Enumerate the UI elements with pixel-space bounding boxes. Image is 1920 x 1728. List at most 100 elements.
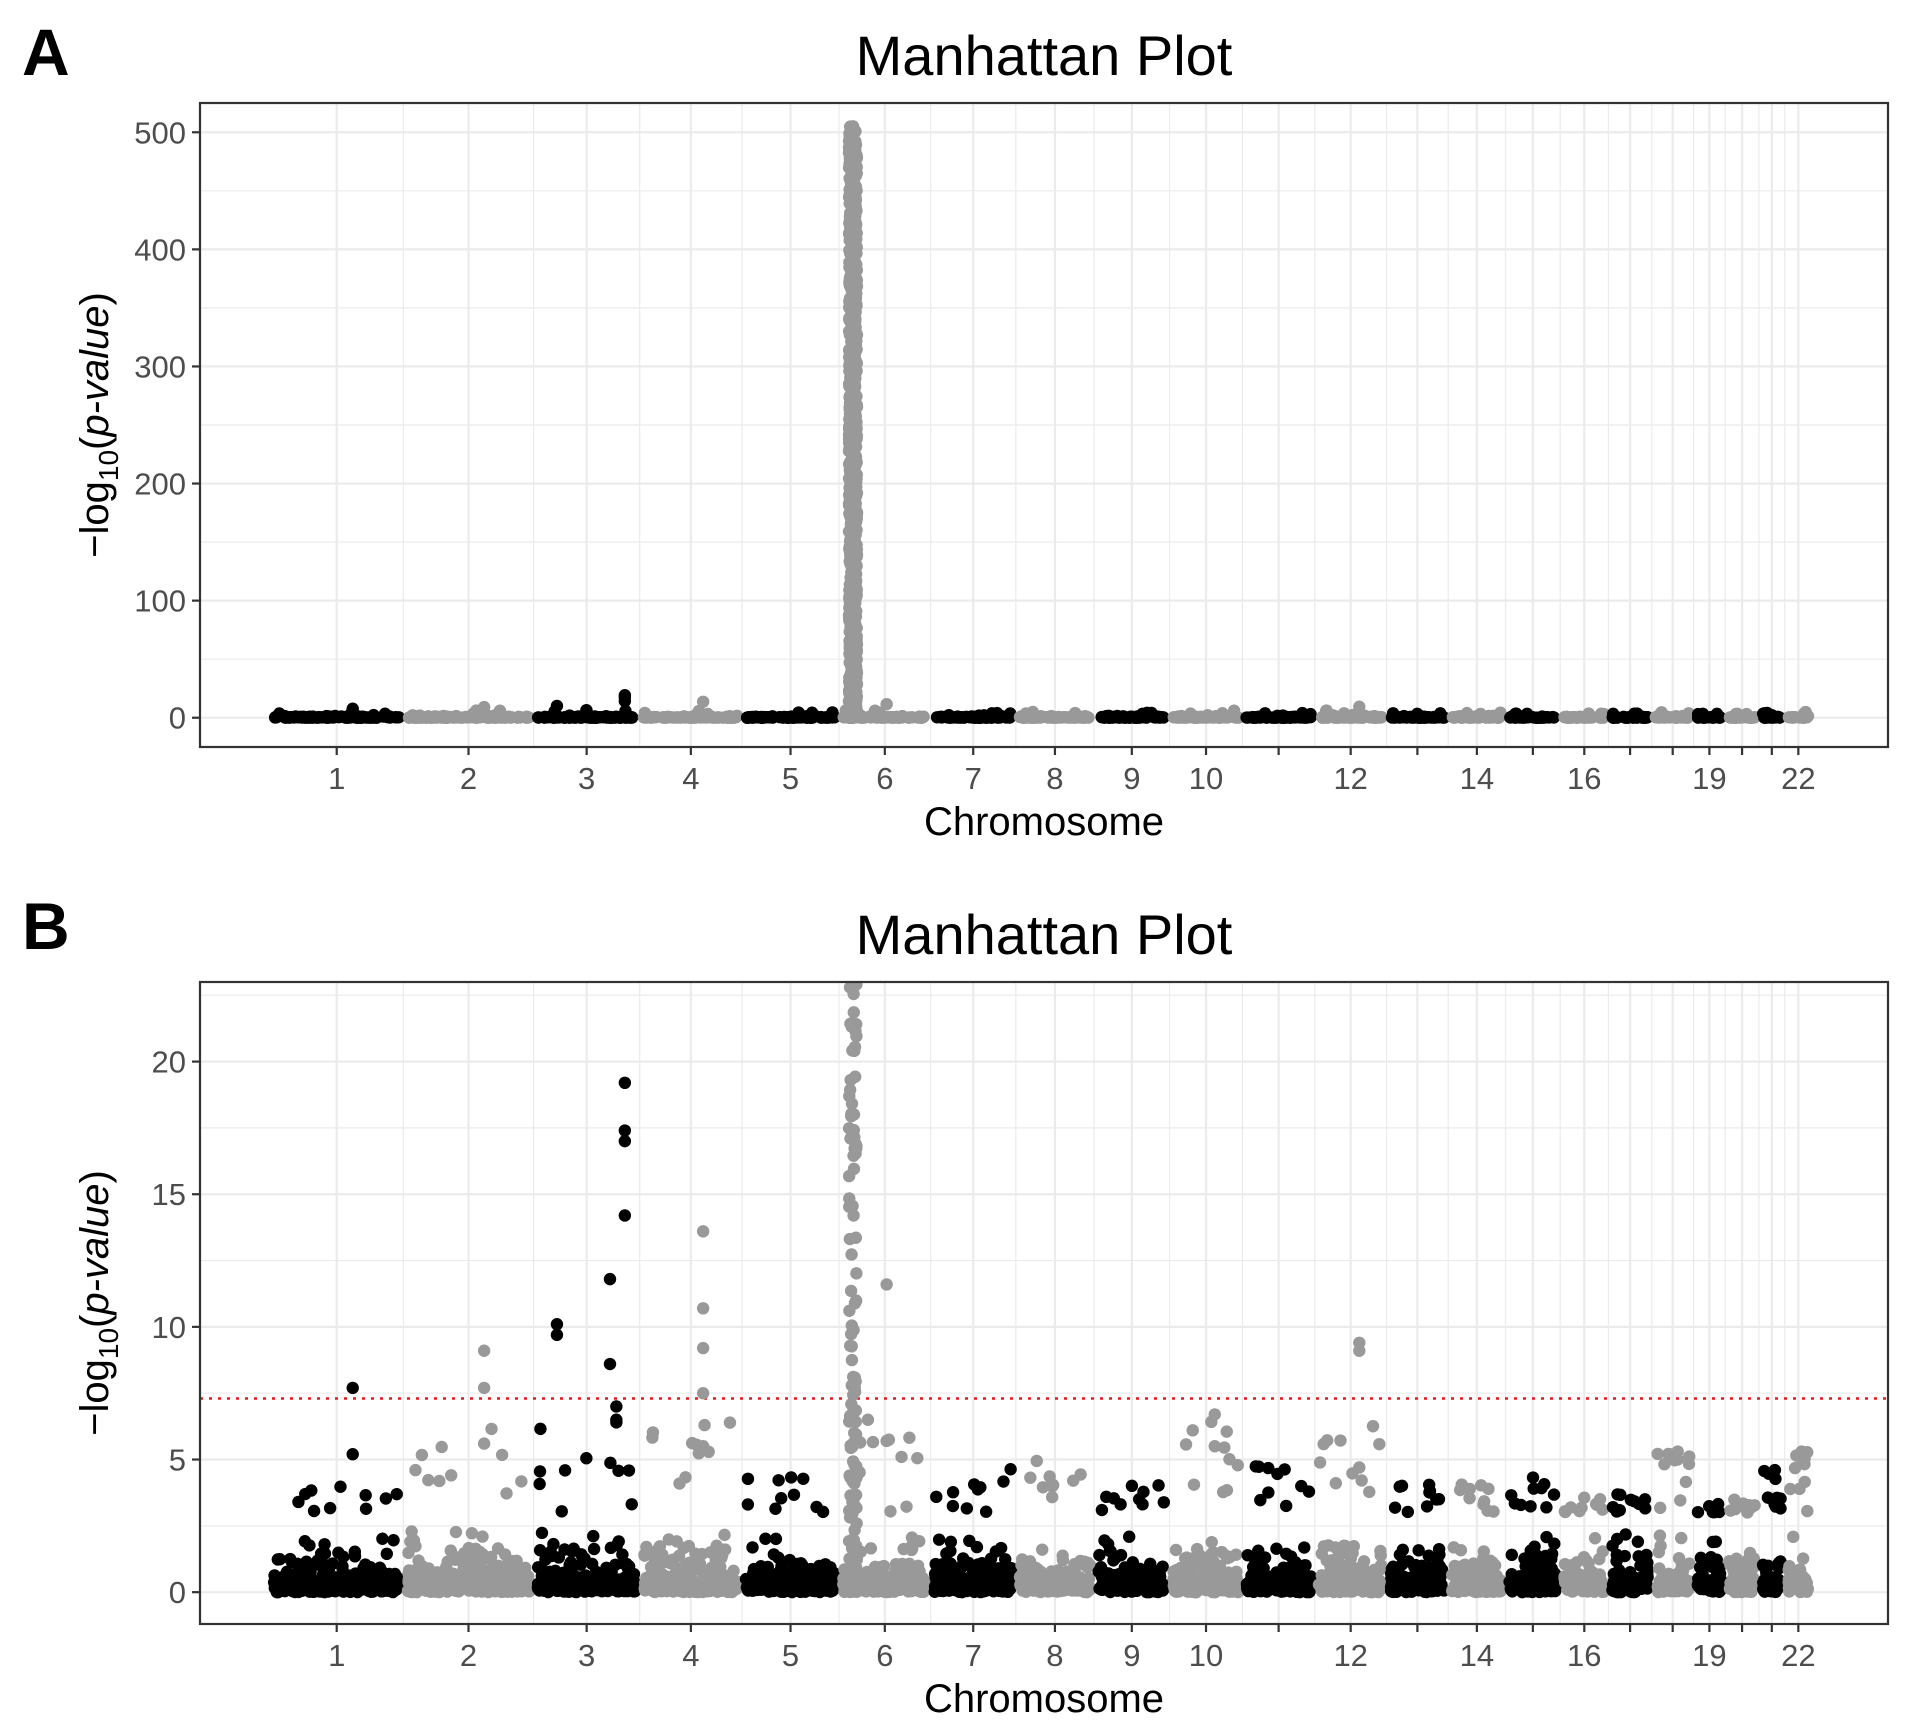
- point: [628, 1585, 641, 1598]
- point: [849, 0, 861, 1]
- point: [864, 1542, 878, 1555]
- chromosome-10-points: [1167, 704, 1245, 724]
- point: [318, 1585, 331, 1599]
- point: [1740, 707, 1753, 721]
- point: [930, 1490, 943, 1504]
- point: [515, 1475, 528, 1488]
- y-axis-title: −log10(p-value): [73, 292, 124, 558]
- point: [444, 1469, 458, 1482]
- point: [997, 1475, 1010, 1488]
- point: [944, 1535, 958, 1549]
- point: [1582, 707, 1595, 720]
- point: [612, 1535, 625, 1548]
- point: [723, 1416, 737, 1429]
- point: [845, 173, 858, 186]
- point: [500, 1487, 513, 1500]
- point: [719, 1581, 733, 1594]
- point: [1117, 710, 1130, 724]
- point: [707, 1573, 720, 1587]
- chromosome-9-points: [1095, 706, 1170, 724]
- point: [847, 1388, 860, 1401]
- point: [462, 1541, 476, 1555]
- point: [402, 1564, 416, 1577]
- point: [1320, 704, 1333, 717]
- point: [598, 1573, 611, 1586]
- y-tick-label: 200: [134, 467, 186, 502]
- point: [537, 1577, 551, 1591]
- point: [622, 1464, 636, 1477]
- point: [850, 982, 863, 991]
- x-tick-label: 22: [1781, 761, 1815, 796]
- point: [850, 232, 863, 246]
- point: [993, 1571, 1007, 1584]
- point: [974, 710, 987, 724]
- significant-point: [696, 695, 710, 709]
- point: [679, 1471, 692, 1484]
- point: [1136, 707, 1149, 721]
- point: [850, 1460, 863, 1473]
- chart-title: Manhattan Plot: [856, 24, 1233, 87]
- point: [869, 1581, 882, 1595]
- point: [844, 768, 856, 780]
- point: [534, 1422, 547, 1436]
- point: [842, 1169, 856, 1183]
- point: [845, 1107, 858, 1121]
- point: [387, 1534, 400, 1547]
- chromosome-19-points: [1691, 707, 1727, 724]
- point: [912, 711, 925, 724]
- point: [476, 1530, 489, 1543]
- point: [1710, 707, 1724, 721]
- significant-point: [880, 697, 893, 711]
- point: [750, 1580, 763, 1594]
- point: [665, 711, 678, 724]
- chromosome-14-points: [1446, 706, 1507, 724]
- point: [844, 1284, 858, 1298]
- point: [672, 1549, 686, 1563]
- point: [1509, 707, 1523, 720]
- point: [1241, 711, 1255, 724]
- x-axis-title: Chromosome: [924, 800, 1164, 844]
- point: [1155, 711, 1169, 724]
- chromosome-2-points: [401, 1422, 536, 1599]
- point: [843, 894, 855, 906]
- point: [845, 1353, 859, 1367]
- point: [946, 1499, 960, 1513]
- point: [778, 1570, 791, 1583]
- point: [698, 1580, 712, 1593]
- point: [547, 1537, 560, 1551]
- point: [622, 1560, 636, 1573]
- x-tick-label: 1: [328, 761, 345, 796]
- chromosome-3-points: [531, 1422, 642, 1599]
- point: [491, 1542, 505, 1555]
- point: [847, 605, 860, 619]
- point: [324, 1570, 337, 1584]
- point: [847, 493, 860, 506]
- point: [435, 1440, 448, 1454]
- point: [990, 1583, 1004, 1597]
- point: [1304, 707, 1317, 721]
- significant-point: [477, 700, 491, 714]
- chromosome-22-points: [1782, 705, 1815, 724]
- point: [787, 1488, 801, 1501]
- point: [716, 1543, 730, 1557]
- point: [303, 1539, 316, 1552]
- point: [845, 833, 857, 845]
- point: [842, 161, 856, 174]
- point: [378, 707, 392, 720]
- point: [846, 569, 860, 583]
- data-points: [268, 120, 1815, 724]
- point: [580, 1452, 593, 1465]
- point: [334, 1480, 347, 1493]
- chromosome-13-points: [1385, 707, 1451, 724]
- point: [850, 779, 862, 791]
- point: [979, 1505, 993, 1518]
- point: [600, 1561, 613, 1574]
- point: [844, 139, 857, 152]
- point: [692, 704, 705, 718]
- point: [651, 1544, 664, 1557]
- point: [375, 1583, 388, 1596]
- chromosome-1-points: [268, 707, 406, 724]
- chromosome-8-points: [1013, 1454, 1097, 1599]
- point: [850, 218, 863, 231]
- point: [940, 1547, 953, 1560]
